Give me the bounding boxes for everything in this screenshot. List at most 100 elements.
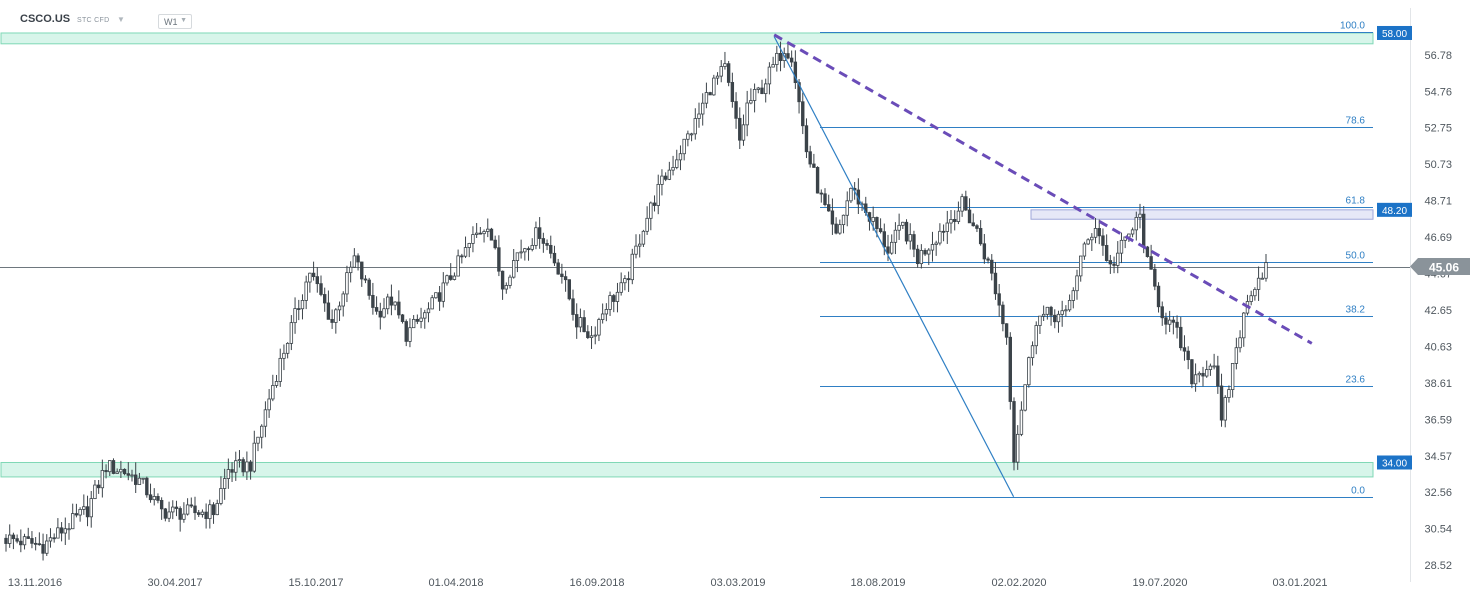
candle-bull (1067, 300, 1072, 311)
candle-bull (901, 221, 905, 226)
fib-level-label: 100.0 (1340, 21, 1365, 32)
candle-bull (48, 537, 53, 542)
candle-bear (1004, 323, 1009, 338)
candle-bear (560, 273, 564, 278)
candle-bear (708, 92, 712, 96)
candle-bear (85, 506, 90, 518)
candle-bull (1205, 369, 1209, 377)
candle-bear (953, 219, 957, 222)
candle-bear (904, 221, 909, 242)
candle-bull (1212, 365, 1216, 368)
candle-bull (515, 252, 520, 261)
candle-bull (600, 313, 605, 320)
candle-bull (1086, 239, 1090, 245)
candle-bull (423, 312, 427, 319)
candle-bull (185, 504, 190, 515)
candle-bear (801, 101, 805, 127)
candle-bull (304, 281, 308, 301)
zone-price-badge (1377, 455, 1412, 470)
candle-bear (834, 223, 838, 234)
candle-bull (115, 471, 119, 474)
candle-bull (841, 214, 846, 226)
candle-bear (1012, 401, 1016, 463)
candle-bull (78, 509, 82, 516)
candle-bear (1104, 244, 1109, 261)
candle-bull (641, 230, 646, 245)
candle-bull (237, 459, 242, 462)
candle-bull (108, 460, 112, 473)
candle-bull (345, 272, 349, 295)
candle-bull (1064, 309, 1068, 312)
candle-bull (215, 503, 219, 516)
candle-bear (33, 542, 38, 545)
timeframe-select[interactable]: W1 ▼ (158, 14, 192, 29)
candle-bull (723, 63, 727, 67)
candle-bear (1153, 268, 1157, 287)
candle-bear (986, 258, 990, 261)
candle-bull (67, 528, 71, 531)
candle-bull (282, 352, 286, 359)
candle-bear (211, 504, 216, 516)
candle-bull (1208, 365, 1213, 370)
candle-bull (171, 506, 175, 513)
candle-bull (56, 527, 60, 539)
candle-bear (571, 298, 575, 315)
candle-bull (938, 230, 942, 244)
candle-bear (15, 538, 19, 542)
candle-bull (308, 272, 312, 283)
candle-bull (767, 66, 772, 85)
candle-bull (267, 398, 271, 411)
support-zone (0, 32, 1374, 45)
candle-bear (760, 87, 764, 95)
candle-bull (578, 317, 583, 328)
candle-bull (1019, 409, 1024, 435)
candle-bull (382, 308, 386, 318)
candle-bull (152, 496, 156, 501)
fib-level-label: 38.2 (1346, 305, 1366, 316)
candle-bull (890, 241, 894, 254)
candle-bull (1023, 384, 1027, 411)
candle-bull (682, 138, 686, 155)
candle-bear (563, 276, 568, 281)
candle-bull (701, 102, 705, 115)
candle-bear (1201, 372, 1205, 377)
candle-bull (1082, 243, 1087, 257)
resistance-price-badge-label: 48.20 (1382, 206, 1407, 217)
candle-bear (37, 543, 42, 546)
candle-bear (830, 210, 835, 225)
candle-bear (493, 239, 497, 249)
candle-bull (1260, 277, 1264, 280)
candle-bull (508, 276, 512, 286)
x-tick-label: 30.04.2017 (147, 577, 202, 589)
candle-bear (978, 228, 983, 245)
candle-bull (393, 301, 397, 306)
candle-bear (815, 167, 820, 194)
y-tick-label: 52.75 (1424, 123, 1452, 135)
candle-bear (1097, 228, 1101, 237)
candle-bull (274, 381, 279, 386)
chevron-down-icon[interactable]: ▼ (117, 15, 125, 24)
candle-bull (534, 227, 538, 246)
candle-bear (371, 294, 375, 308)
candle-bull (341, 293, 345, 307)
candle-bear (552, 252, 557, 264)
candle-bear (397, 301, 401, 316)
candle-bull (289, 322, 294, 344)
candle-bull (645, 217, 649, 232)
candle-bull (285, 342, 290, 354)
candle-bear (11, 534, 16, 540)
candle-bull (82, 506, 86, 510)
candle-bull (1193, 374, 1198, 385)
candle-bear (197, 512, 201, 515)
candle-bear (878, 228, 883, 233)
candle-bull (234, 460, 238, 473)
candle-bear (808, 151, 812, 165)
candle-bull (960, 196, 964, 212)
candle-bear (356, 255, 360, 263)
candle-bear (804, 125, 809, 153)
timeframe-value: W1 (164, 17, 178, 27)
candle-bull (467, 243, 471, 248)
current-price-badge-label: 45.06 (1429, 261, 1459, 275)
candle-bull (337, 305, 342, 311)
